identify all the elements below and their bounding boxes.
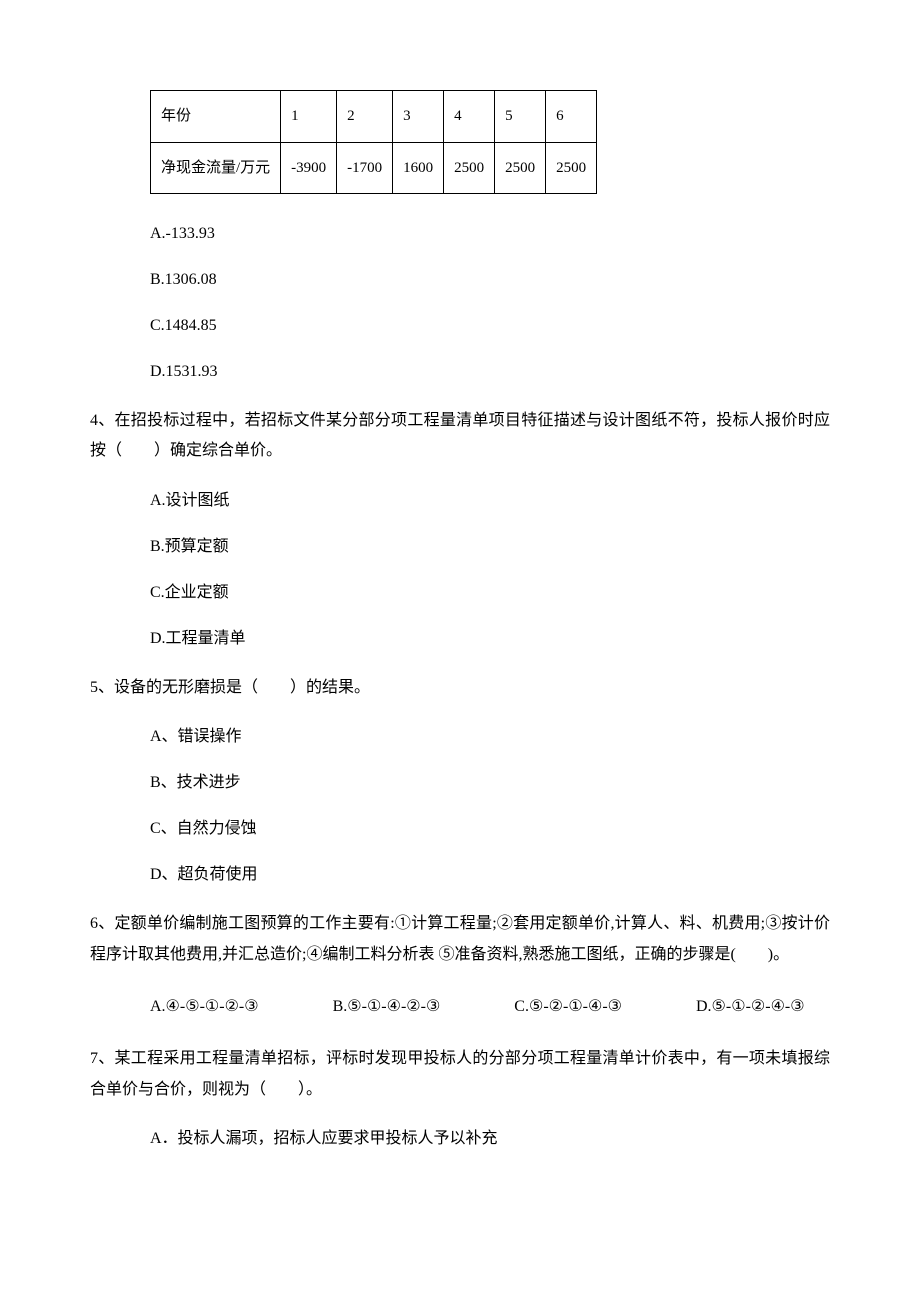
- document-page: 年份 1 2 3 4 5 6 净现金流量/万元 -3900 -1700 1600…: [0, 0, 920, 1233]
- table-cell: -3900: [281, 142, 337, 194]
- option-a: A、错误操作: [150, 725, 830, 749]
- option-b: B.⑤-①-④-②-③: [333, 992, 441, 1022]
- option-b: B.预算定额: [150, 535, 830, 559]
- table-cell: 2500: [546, 142, 597, 194]
- table-cell: 2500: [495, 142, 546, 194]
- q7-text: 7、某工程采用工程量清单招标，评标时发现甲投标人的分部分项工程量清单计价表中，有…: [90, 1044, 830, 1105]
- q6-text: 6、定额单价编制施工图预算的工作主要有:①计算工程量;②套用定额单价,计算人、料…: [90, 909, 830, 970]
- option-c: C.⑤-②-①-④-③: [514, 992, 622, 1022]
- option-a: A.④-⑤-①-②-③: [150, 992, 259, 1022]
- option-a: A.设计图纸: [150, 489, 830, 513]
- q5-text: 5、设备的无形磨损是（ ）的结果。: [90, 673, 830, 703]
- table-cell: 6: [546, 91, 597, 143]
- q3-options: A.-133.93 B.1306.08 C.1484.85 D.1531.93: [150, 222, 830, 384]
- option-d: D.⑤-①-②-④-③: [696, 992, 805, 1022]
- table-cell: 1600: [393, 142, 444, 194]
- q4-text: 4、在招投标过程中，若招标文件某分部分项工程量清单项目特征描述与设计图纸不符，投…: [90, 406, 830, 467]
- option-c: C.企业定额: [150, 581, 830, 605]
- cashflow-table: 年份 1 2 3 4 5 6 净现金流量/万元 -3900 -1700 1600…: [150, 90, 597, 194]
- option-d: D.1531.93: [150, 360, 830, 384]
- table-cell: -1700: [337, 142, 393, 194]
- table-row: 净现金流量/万元 -3900 -1700 1600 2500 2500 2500: [151, 142, 597, 194]
- option-d: D.工程量清单: [150, 627, 830, 651]
- option-d: D、超负荷使用: [150, 863, 830, 887]
- table-cell: 年份: [151, 91, 281, 143]
- option-a: A．投标人漏项，招标人应要求甲投标人予以补充: [150, 1127, 830, 1151]
- option-c: C.1484.85: [150, 314, 830, 338]
- option-b: B.1306.08: [150, 268, 830, 292]
- q5-options: A、错误操作 B、技术进步 C、自然力侵蚀 D、超负荷使用: [150, 725, 830, 887]
- table-cell: 3: [393, 91, 444, 143]
- option-b: B、技术进步: [150, 771, 830, 795]
- table-cell: 净现金流量/万元: [151, 142, 281, 194]
- table-cell: 5: [495, 91, 546, 143]
- option-c: C、自然力侵蚀: [150, 817, 830, 841]
- table-cell: 1: [281, 91, 337, 143]
- q7-options: A．投标人漏项，招标人应要求甲投标人予以补充: [150, 1127, 830, 1151]
- table-cell: 2: [337, 91, 393, 143]
- table-row: 年份 1 2 3 4 5 6: [151, 91, 597, 143]
- q4-options: A.设计图纸 B.预算定额 C.企业定额 D.工程量清单: [150, 489, 830, 651]
- q6-options: A.④-⑤-①-②-③ B.⑤-①-④-②-③ C.⑤-②-①-④-③ D.⑤-…: [150, 992, 830, 1022]
- table-cell: 2500: [444, 142, 495, 194]
- option-a: A.-133.93: [150, 222, 830, 246]
- table-cell: 4: [444, 91, 495, 143]
